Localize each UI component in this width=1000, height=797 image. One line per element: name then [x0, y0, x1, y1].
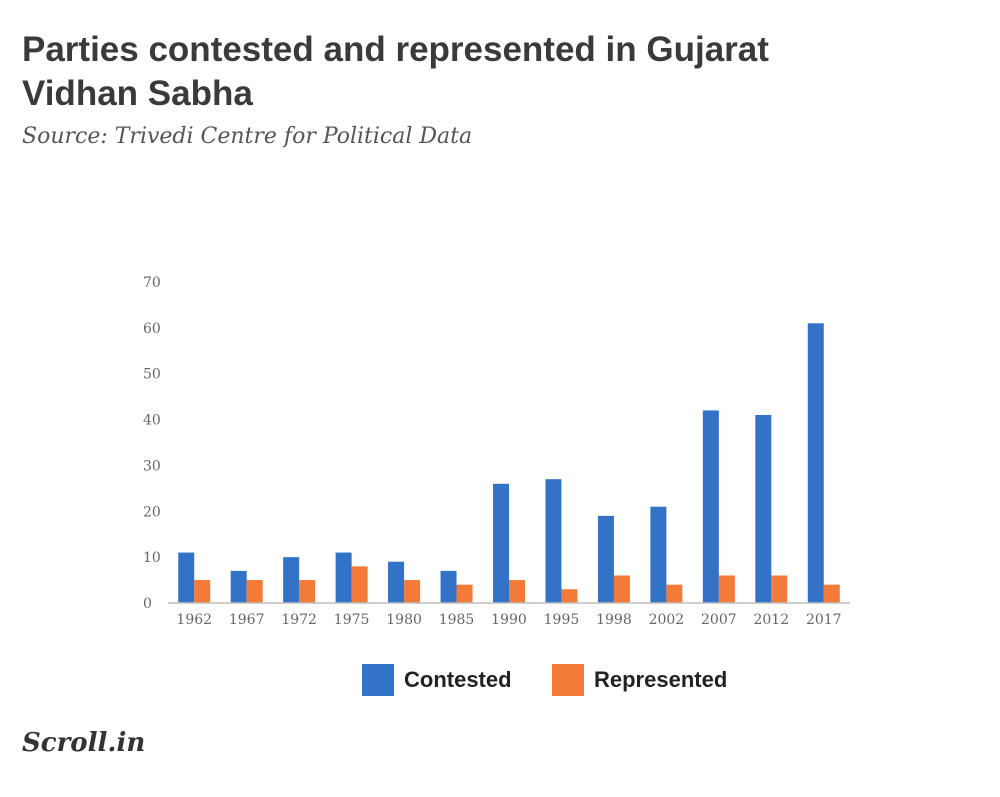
x-tick-label: 2017	[806, 612, 842, 628]
y-tick-label: 50	[143, 367, 161, 383]
legend-label-contested: Contested	[404, 667, 512, 692]
x-tick-label: 1967	[229, 612, 265, 628]
bar-contested-1985	[440, 570, 457, 603]
x-tick-label: 1980	[386, 612, 422, 628]
chart-title: Parties contested and represented in Guj…	[22, 30, 769, 113]
x-tick-label: 2002	[649, 612, 685, 628]
bar-represented-1967	[246, 580, 263, 603]
bar-contested-1980	[388, 561, 405, 603]
x-tick-label: 1998	[596, 612, 632, 628]
bar-represented-1985	[456, 584, 473, 603]
bar-contested-1967	[230, 570, 247, 603]
y-tick-label: 70	[143, 275, 161, 291]
x-tick-label: 1985	[439, 612, 475, 628]
scroll-logo: Scroll.in	[22, 728, 146, 758]
x-axis-ticks: 1962 1967 1972 1975 1980 1985 1990 1995 1998 2002…	[176, 612, 841, 628]
bar-represented-2017	[823, 584, 840, 603]
bar-contested-2002	[650, 506, 667, 603]
bar-contested-2007	[702, 410, 719, 603]
bar-represented-1972	[299, 580, 316, 603]
bar-contested-1995	[545, 479, 562, 603]
x-tick-label: 1975	[334, 612, 370, 628]
bar-represented-1998	[613, 575, 630, 603]
x-tick-label: 1962	[176, 612, 212, 628]
bar-represented-2012	[771, 575, 788, 603]
bar-represented-1975	[351, 566, 368, 603]
legend-label-represented: Represented	[594, 667, 727, 692]
bar-contested-1975	[335, 552, 352, 603]
legend-swatch-represented	[552, 664, 584, 696]
bars	[178, 323, 840, 603]
x-tick-label: 2012	[753, 612, 789, 628]
bar-represented-1995	[561, 589, 578, 603]
bar-contested-1990	[493, 483, 509, 603]
y-axis-ticks: 0 10 20 30 40 50 60 70	[143, 275, 161, 612]
bar-contested-2012	[755, 414, 772, 603]
bar-contested-1972	[283, 557, 300, 603]
y-tick-label: 30	[143, 458, 161, 474]
bar-represented-2002	[666, 584, 683, 603]
bar-represented-1980	[404, 580, 421, 603]
bar-represented-1990	[509, 580, 525, 603]
y-tick-label: 60	[143, 321, 161, 337]
bar-contested-1998	[597, 515, 614, 603]
bar-contested-1962	[178, 552, 195, 603]
bar-represented-1962	[194, 580, 211, 603]
x-tick-label: 1990	[491, 612, 527, 628]
y-tick-label: 0	[143, 596, 152, 612]
x-tick-label: 2007	[701, 612, 737, 628]
bar-contested-2017	[807, 323, 824, 603]
chart-subtitle: Source: Trivedi Centre for Political Dat…	[22, 124, 473, 149]
y-tick-label: 20	[143, 504, 161, 520]
x-tick-label: 1995	[544, 612, 580, 628]
y-tick-label: 40	[143, 413, 161, 429]
bar-represented-2007	[718, 575, 735, 603]
legend: Contested Represented	[362, 664, 727, 696]
y-tick-label: 10	[143, 550, 161, 566]
legend-swatch-contested	[362, 664, 394, 696]
x-tick-label: 1972	[281, 612, 317, 628]
